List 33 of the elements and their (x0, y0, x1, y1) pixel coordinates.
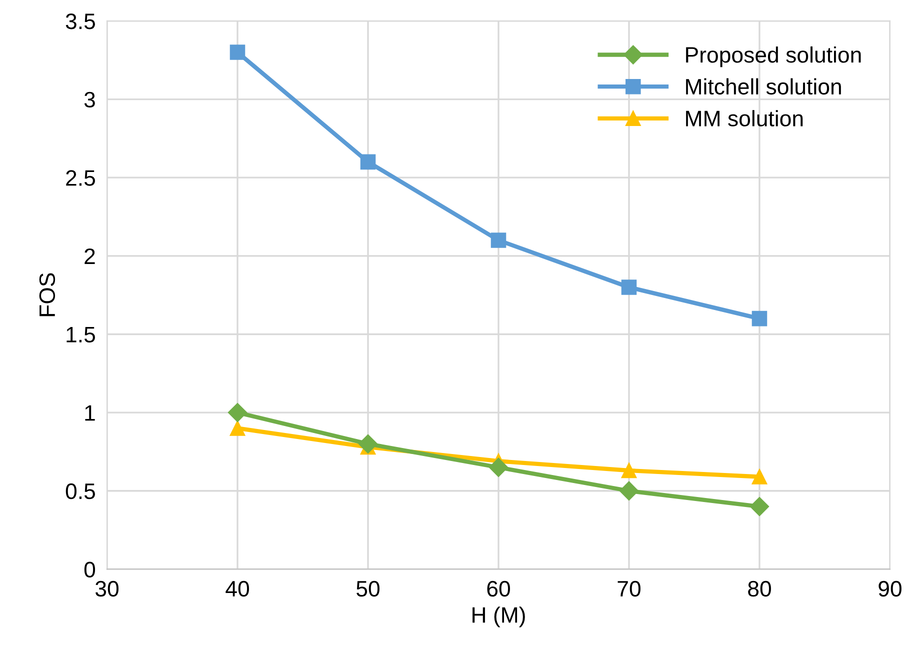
x-tick-label: 30 (96, 580, 119, 597)
point (360, 154, 376, 170)
y-tick-label: 2 (84, 248, 95, 264)
legend-label: Mitchell solution (686, 78, 841, 95)
point (750, 497, 770, 516)
point (752, 310, 768, 326)
y-axis-title: FOS (39, 273, 56, 316)
point (228, 403, 248, 422)
x-tick-label: 80 (748, 580, 771, 597)
point (621, 280, 637, 295)
point (358, 434, 378, 454)
legend-label: Proposed solution (686, 46, 861, 68)
y-tick-label: 2.5 (66, 170, 95, 186)
point (230, 420, 246, 436)
point (230, 44, 246, 60)
point (619, 481, 639, 500)
y-tick-label: 0.5 (66, 483, 95, 500)
x-axis-title: H (M) (472, 606, 525, 628)
point (621, 462, 637, 478)
point (490, 232, 506, 248)
point (488, 458, 508, 477)
y-tick-label: 0 (84, 562, 96, 578)
y-tick-label: 1 (85, 405, 95, 421)
y-tick-label: 3.5 (66, 13, 95, 30)
point (752, 469, 768, 484)
x-tick-label: 40 (226, 580, 249, 597)
y-tick-label: 1.5 (66, 327, 95, 343)
legend-label: MM solution (686, 110, 803, 126)
x-tick-label: 60 (487, 580, 510, 597)
x-tick-label: 90 (878, 580, 902, 597)
y-tick-label: 3 (84, 92, 95, 108)
x-tick-label: 70 (618, 580, 640, 597)
x-tick-label: 50 (356, 580, 380, 597)
